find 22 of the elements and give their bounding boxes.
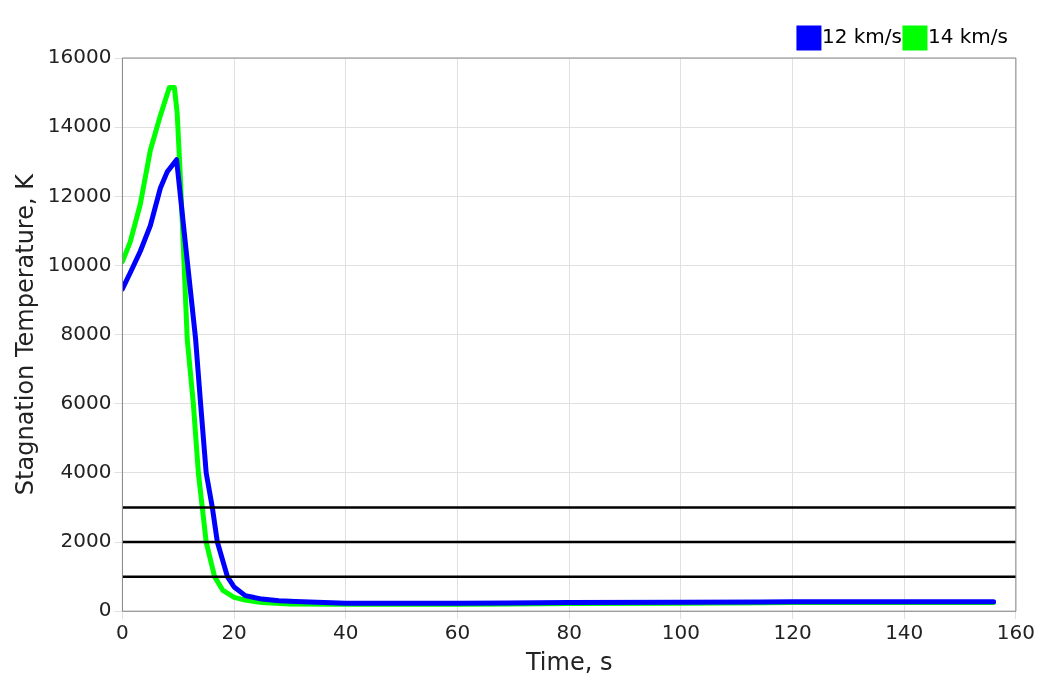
x-tick-label: 140 (885, 620, 924, 645)
x-tick-label: 20 (221, 620, 247, 645)
y-tick-label: 0 (98, 597, 112, 622)
x-tick-label: 100 (661, 620, 700, 645)
x-tick-label: 60 (444, 620, 471, 645)
x-tick-label: 40 (333, 620, 359, 645)
y-axis-title: Stagnation Temperature, K (10, 172, 39, 496)
x-tick-label: 80 (556, 620, 582, 645)
y-tick-label: 4000 (60, 459, 112, 484)
y-tick-label: 8000 (60, 320, 112, 345)
legend-label: 14 km/s (927, 24, 1008, 49)
x-tick-label: 120 (773, 620, 812, 645)
y-tick-label: 16000 (47, 44, 112, 69)
y-tick-label: 2000 (60, 528, 112, 553)
x-tick-label: 160 (996, 620, 1036, 645)
y-tick-label: 10000 (47, 251, 112, 276)
y-tick-label: 6000 (60, 389, 112, 414)
x-axis-title: Time, s (524, 647, 613, 676)
x-tick-label: 0 (116, 620, 129, 645)
y-tick-label: 12000 (47, 182, 112, 207)
y-tick-label: 14000 (47, 113, 112, 138)
legend-label: 12 km/s (821, 24, 902, 49)
